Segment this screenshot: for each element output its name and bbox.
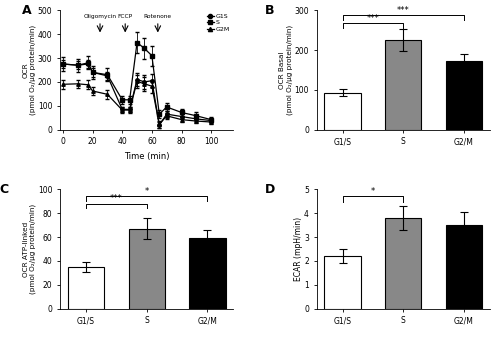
Text: C: C (0, 184, 8, 197)
Text: *: * (371, 187, 375, 196)
Bar (68, 267, 104, 309)
Y-axis label: OCR Basal
(pmol O₂/μg protein/min): OCR Basal (pmol O₂/μg protein/min) (280, 25, 293, 115)
Text: Oligomycin: Oligomycin (84, 14, 116, 19)
Y-axis label: OCR ATP-linked
(pmol O₂/μg protein/min): OCR ATP-linked (pmol O₂/μg protein/min) (23, 204, 36, 294)
Bar (446, 225, 482, 309)
Text: ***: *** (110, 194, 123, 203)
Bar (189, 238, 226, 309)
Text: D: D (264, 184, 275, 197)
Text: FCCP: FCCP (118, 14, 133, 19)
Text: Rotenone: Rotenone (144, 14, 172, 19)
Text: A: A (22, 4, 32, 17)
Text: ***: *** (397, 6, 409, 15)
Legend: G1S, S, G2M: G1S, S, G2M (206, 13, 231, 32)
Text: B: B (264, 4, 274, 17)
X-axis label: Time (min): Time (min) (124, 152, 170, 161)
Bar (385, 40, 422, 130)
Text: *: * (144, 187, 149, 196)
Bar (324, 93, 361, 130)
Bar (128, 229, 165, 309)
Bar (385, 218, 422, 309)
Y-axis label: OCR
(pmol O₂/μg protein/min): OCR (pmol O₂/μg protein/min) (23, 25, 36, 115)
Y-axis label: ECAR (mpH/min): ECAR (mpH/min) (294, 217, 302, 281)
Bar (446, 61, 482, 130)
Text: ***: *** (366, 14, 380, 23)
Bar (324, 256, 361, 309)
